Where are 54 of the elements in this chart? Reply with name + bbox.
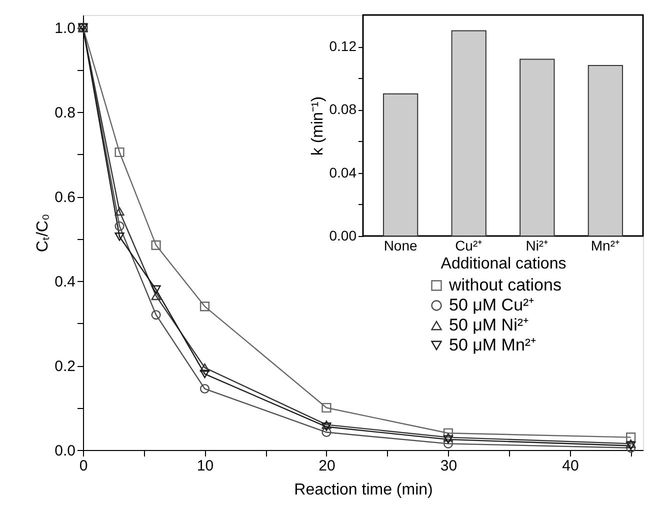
x-tick-label: 40 <box>562 458 579 474</box>
x-axis-title: Additional cations <box>440 256 566 272</box>
point <box>443 435 453 444</box>
bar <box>451 30 486 236</box>
point <box>114 207 124 216</box>
point <box>200 370 210 378</box>
y-tick-label: 0.12 <box>329 38 357 54</box>
point <box>114 232 124 241</box>
point <box>322 422 332 431</box>
point <box>151 240 161 250</box>
point <box>114 221 124 231</box>
point <box>322 427 332 438</box>
y-tick-label: 0.4 <box>54 274 76 291</box>
y-tick-label: 0.2 <box>54 358 76 376</box>
x-tick-label: 10 <box>196 458 214 474</box>
x-tick-label: Ni²⁺ <box>526 238 549 254</box>
legend-label: 50 μM Cu²⁺ <box>449 296 535 314</box>
legend-label: 50 μM Ni²⁺ <box>449 316 530 334</box>
x-tick-label: Cu²⁺ <box>455 238 483 254</box>
point <box>151 285 161 294</box>
point <box>626 432 636 442</box>
point <box>443 433 453 442</box>
point <box>626 442 636 450</box>
y-tick-label: 0.08 <box>329 101 357 118</box>
point <box>322 420 332 429</box>
legend-label: 50 μM Mn²⁺ <box>449 336 537 354</box>
point <box>322 402 332 413</box>
legend-label: without cations <box>448 276 562 294</box>
y-tick-label: 0.00 <box>329 228 357 244</box>
y-axis-title: k (min⁻¹) <box>309 96 326 156</box>
y-tick-label: 1.0 <box>54 20 76 38</box>
point <box>151 292 161 300</box>
x-tick-label: 20 <box>318 458 336 474</box>
bar <box>588 65 624 236</box>
point <box>443 428 453 438</box>
point <box>200 384 210 394</box>
y-tick-label: 0.8 <box>54 104 76 122</box>
x-tick-label: 30 <box>440 458 458 474</box>
point <box>151 310 161 320</box>
x-tick-label: Mn²⁺ <box>590 238 620 254</box>
bar <box>382 93 418 236</box>
x-axis-title: Reaction time (min) <box>294 482 433 498</box>
bar <box>520 58 555 236</box>
point <box>626 439 636 448</box>
point <box>200 363 210 372</box>
y-tick-label: 0.04 <box>329 164 357 180</box>
y-axis-title: Cₜ/C₀ <box>34 214 52 252</box>
x-tick-label: None <box>384 238 418 254</box>
point <box>114 147 124 158</box>
point <box>200 302 210 312</box>
point <box>443 438 453 448</box>
x-tick-label: 0 <box>79 458 88 474</box>
y-tick-label: 0.6 <box>54 189 76 206</box>
y-tick-label: 0.0 <box>54 442 76 460</box>
